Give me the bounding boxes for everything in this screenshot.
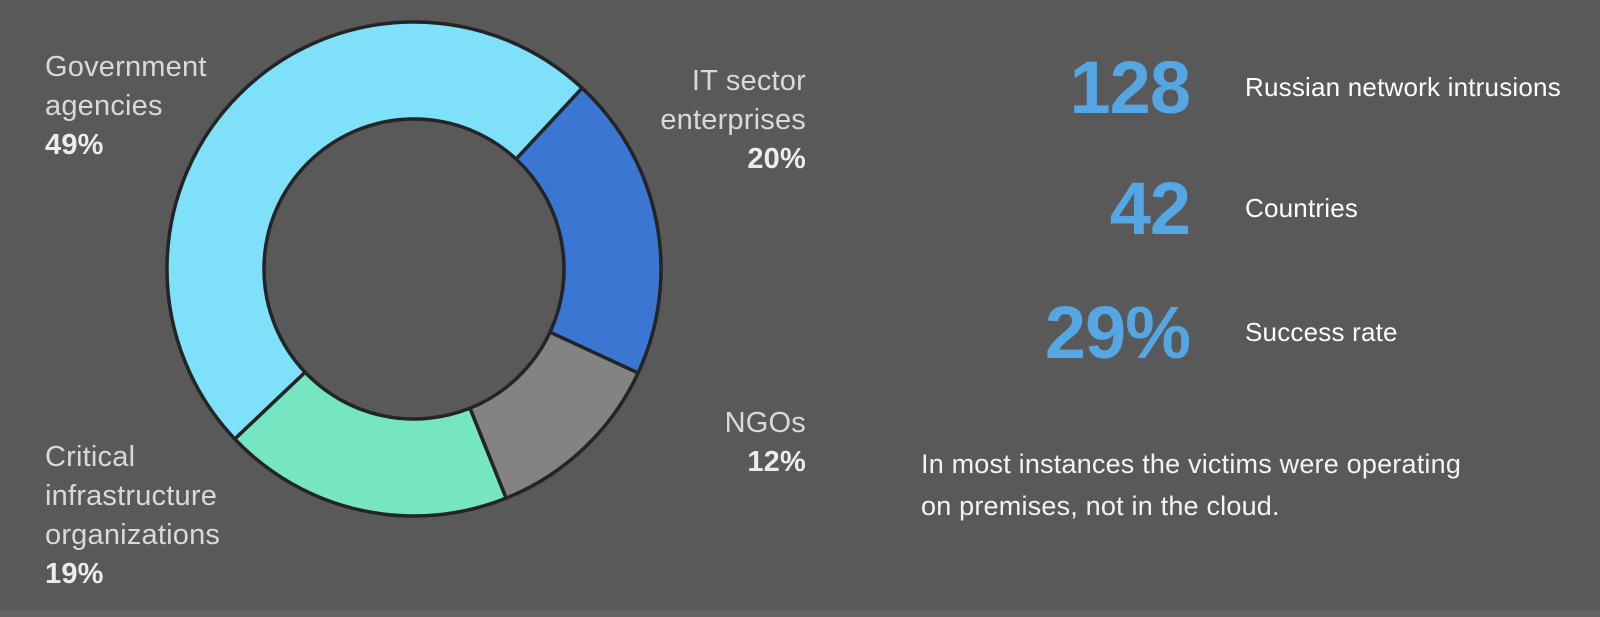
label-percent: 49% xyxy=(45,128,104,161)
stat-value: 29% xyxy=(1044,290,1191,374)
label-percent: 19% xyxy=(45,557,104,590)
label-percent: 20% xyxy=(747,142,806,175)
label-line: infrastructure xyxy=(45,479,218,512)
label-it-sector-enterprises: IT sector enterprises 20% xyxy=(660,62,806,179)
label-critical-infrastructure: Critical infrastructure organizations 19… xyxy=(45,438,220,593)
label-ngos: NGOs 12% xyxy=(725,404,806,482)
slice-it-sector-enterprises xyxy=(514,86,663,375)
label-percent: 12% xyxy=(747,445,806,478)
label-line: IT sector xyxy=(691,65,806,97)
label-government-agencies: Government agencies 49% xyxy=(45,48,207,165)
stat-label: Success rate xyxy=(1245,316,1398,347)
label-line: Government xyxy=(45,51,207,83)
label-line: organizations xyxy=(45,518,221,551)
label-line: agencies xyxy=(45,89,163,122)
bottom-strip xyxy=(0,610,1600,617)
label-line: enterprises xyxy=(660,103,806,136)
footnote-text: In most instances the victims were opera… xyxy=(921,449,1462,521)
stat-success-rate: 29% Success rate xyxy=(980,286,1398,378)
label-line: Critical xyxy=(45,441,136,473)
stat-value: 42 xyxy=(1109,166,1191,250)
stat-label: Russian network intrusions xyxy=(1245,71,1561,102)
label-line: NGOs xyxy=(724,407,806,439)
stat-russian-network-intrusions: 128 Russian network intrusions xyxy=(980,41,1561,133)
slice-government-agencies xyxy=(165,20,584,441)
stat-countries: 42 Countries xyxy=(980,162,1358,254)
stat-value: 128 xyxy=(1069,45,1191,129)
slice-critical-infrastructure-organizations xyxy=(233,370,508,518)
stat-label: Countries xyxy=(1245,192,1359,223)
